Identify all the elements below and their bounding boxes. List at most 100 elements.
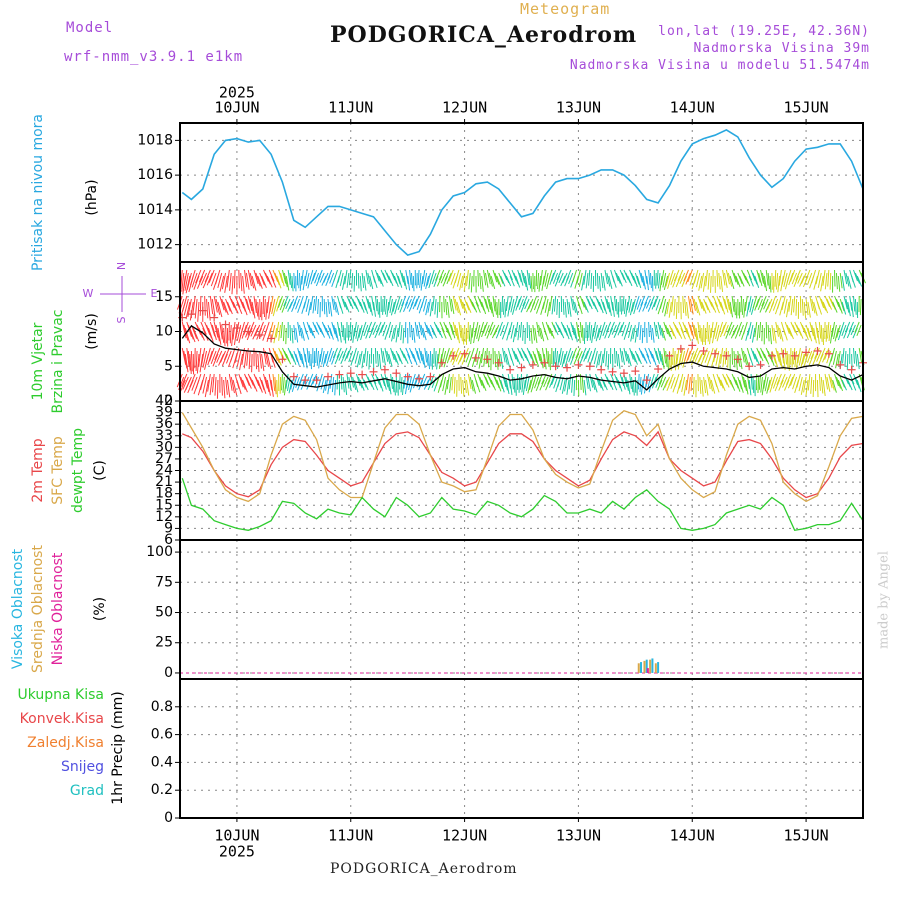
wind-barb	[427, 298, 431, 313]
wind-barb	[720, 301, 726, 315]
wind-barb	[593, 379, 598, 393]
wind-barb	[778, 379, 784, 391]
precip-legend-item: Konvek.Kisa	[20, 711, 104, 727]
wind-barb	[453, 376, 456, 394]
wind-barb	[187, 350, 191, 371]
wind-barb	[798, 350, 803, 366]
wind-barb	[672, 321, 679, 333]
wind-barb	[750, 373, 753, 390]
wind-barb	[244, 373, 250, 387]
wind-barb	[202, 350, 208, 368]
wind-barb	[378, 301, 381, 318]
wind-barb	[812, 353, 818, 365]
wind-barb	[741, 269, 747, 281]
wind-barb	[189, 373, 196, 388]
wind-barb	[266, 353, 272, 370]
wind-barb	[280, 272, 285, 287]
wind-barb	[519, 350, 525, 362]
wind-barb	[854, 298, 857, 315]
wind-barb	[595, 373, 600, 386]
wind-barb	[710, 321, 714, 338]
precip-tick-label: 0.2	[151, 782, 173, 798]
wind-barb	[240, 272, 243, 292]
wind-barb	[303, 295, 308, 309]
wind-barb	[687, 269, 693, 283]
wind-barb	[261, 353, 265, 372]
wind-barb	[402, 327, 405, 344]
wind-barb	[613, 347, 616, 364]
wind-barb	[508, 321, 513, 336]
wind-barb	[738, 324, 744, 337]
wind-barb	[638, 373, 640, 390]
wind-barb	[312, 321, 318, 333]
wind-barb	[481, 324, 486, 338]
wind-barb	[543, 376, 549, 388]
wind-barb	[769, 327, 772, 345]
wind-barb	[566, 379, 570, 395]
wind-barb	[257, 379, 263, 393]
wind-barb	[665, 350, 668, 368]
wind-barb	[390, 347, 395, 360]
wind-barb	[813, 301, 818, 316]
wind-barb	[623, 298, 627, 315]
wind-barb	[789, 269, 796, 282]
wind-barb	[661, 327, 666, 341]
wind-barb	[409, 347, 415, 359]
wind-barb	[595, 327, 600, 342]
wind-barb	[321, 275, 327, 286]
wind-barb	[542, 269, 547, 285]
top-day-label: 15JUN	[784, 99, 829, 117]
wind-barb	[195, 269, 202, 284]
wind-barb	[619, 347, 623, 363]
wind-barb	[741, 298, 744, 315]
wind-barb	[589, 324, 593, 341]
wind-barb	[416, 350, 421, 364]
wind-barb	[297, 321, 301, 336]
high-cloud-axis-label: Visoka Oblacnost	[10, 548, 26, 669]
wind-barb	[259, 376, 265, 391]
wind-barb	[816, 379, 819, 398]
wind-barb	[412, 353, 418, 366]
wind-barb	[690, 353, 697, 366]
wind-barb	[312, 298, 316, 314]
wind-barb	[546, 301, 551, 317]
wind-barb	[729, 379, 736, 391]
wind-barb	[743, 272, 749, 284]
wind-barb	[534, 376, 540, 389]
wind-barb	[822, 350, 828, 363]
wind-barb	[844, 350, 847, 367]
wind-barb	[841, 324, 847, 337]
wind-barb	[299, 324, 303, 339]
wind-barb	[608, 275, 613, 289]
wind-barb	[770, 295, 777, 308]
wind-barb	[207, 373, 211, 392]
wind-barb	[775, 321, 780, 337]
wind-barb	[262, 373, 268, 389]
wind-barb	[687, 295, 692, 312]
wind-barb	[593, 301, 599, 313]
wind-barb	[505, 353, 511, 368]
wind-barb	[553, 324, 559, 336]
wind-barb	[731, 269, 737, 283]
wind-barb	[810, 347, 817, 360]
wind-barb	[766, 298, 773, 310]
wind-barb	[499, 324, 505, 337]
wind-barb	[477, 373, 483, 386]
wind-barb	[429, 350, 432, 367]
wind-barb	[406, 298, 412, 309]
wind-barb	[800, 379, 805, 395]
wind-barb	[854, 376, 860, 389]
pressure-tick-label: 1012	[137, 237, 173, 253]
wind-barb	[365, 327, 371, 339]
wind-barb	[797, 272, 803, 284]
wind-barb	[683, 269, 689, 282]
wind-barb	[625, 301, 629, 317]
pressure-frame	[179, 122, 864, 263]
wind-barb	[625, 350, 630, 364]
wind-barb	[474, 321, 479, 337]
wind-barb	[390, 301, 395, 316]
wind-barb	[202, 275, 209, 289]
wind-barb	[366, 350, 369, 367]
wind-tick-label: 10	[155, 324, 173, 340]
